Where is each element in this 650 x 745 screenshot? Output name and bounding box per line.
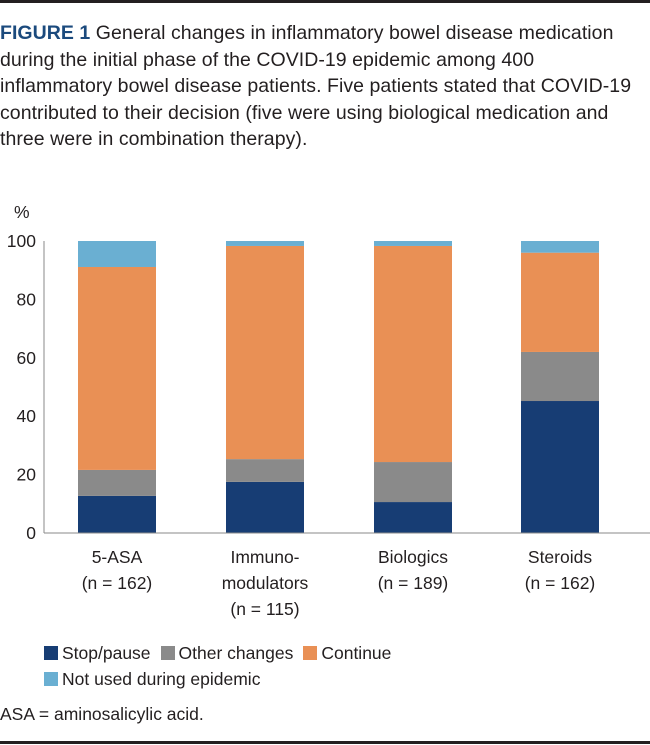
y-tick-label: 0 [26,523,36,543]
legend-swatch-stop-pause [44,646,58,660]
bars [78,241,599,533]
legend-row-1: Stop/pause Other changes Continue [44,640,401,666]
bar-segment-stop-pause [521,401,599,533]
bar-segment-stop-pause [374,502,452,533]
x-tick-label: (n = 162) [525,573,596,593]
bar-segment-stop-pause [226,481,304,533]
bar-segment-continue [78,266,156,470]
caption-text: General changes in inflammatory bowel di… [0,22,632,150]
legend-item-continue: Continue [303,640,391,666]
legend-label-not-used: Not used during epidemic [62,669,261,689]
bar-segment-not-used-during-epidemic [226,241,304,246]
x-tick-label: (n = 162) [82,573,153,593]
bar-segment-not-used-during-epidemic [374,241,452,246]
stacked-bar-chart: % 0 20 40 60 80 100 5-ASA (n = 162) Immuno-modu… [7,202,650,619]
x-tick-label: (n = 189) [378,573,449,593]
legend-row-2: Not used during epidemic [44,666,401,692]
footnote: ASA = aminosalicylic acid. [0,704,204,724]
legend-label-stop-pause: Stop/pause [62,643,151,663]
y-axis-label: % [14,202,30,222]
x-tick-label: Immuno- [230,547,299,567]
legend-swatch-not-used [44,672,58,686]
y-tick-label: 60 [17,348,37,368]
legend-item-stop-pause: Stop/pause [44,640,151,666]
x-tick-label: modulators [222,573,309,593]
x-tick-label: 5-ASA [92,547,143,567]
bar-segment-other-changes [374,462,452,503]
bar-segment-stop-pause [78,495,156,533]
y-tick-label: 100 [7,231,36,251]
bar-segment-other-changes [226,459,304,482]
y-tick-label: 40 [17,406,37,426]
bottom-rule [0,741,650,744]
bar-segment-other-changes [521,351,599,402]
bar-segment-other-changes [78,469,156,496]
bar-segment-not-used-during-epidemic [521,241,599,253]
bar-segment-continue [226,245,304,460]
legend-swatch-continue [303,646,318,660]
figure-label: FIGURE 1 [0,22,91,44]
x-axis-labels: 5-ASA (n = 162) Immuno-modulators (n = 115)… [82,547,596,619]
legend-item-not-used: Not used during epidemic [44,666,260,692]
x-tick-label: Biologics [378,547,448,567]
y-axis-ticks: 0 20 40 60 80 100 [7,231,36,543]
x-tick-label: (n = 115) [230,599,299,619]
bar-segment-continue [374,245,452,463]
y-tick-label: 80 [17,289,37,309]
top-rule [0,0,650,3]
legend: Stop/pause Other changes Continue Not us… [44,640,401,692]
legend-item-other-changes: Other changes [160,640,294,666]
figure-caption: FIGURE 1 General changes in inflammatory… [0,20,640,153]
legend-label-continue: Continue [321,643,392,663]
x-tick-label: Steroids [528,547,592,567]
bar-segment-continue [521,252,599,352]
legend-swatch-other-changes [160,646,175,660]
bar-segment-not-used-during-epidemic [78,241,156,267]
y-tick-label: 20 [17,465,37,485]
legend-label-other-changes: Other changes [178,643,294,663]
